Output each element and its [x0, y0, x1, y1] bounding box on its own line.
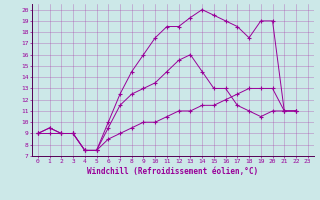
X-axis label: Windchill (Refroidissement éolien,°C): Windchill (Refroidissement éolien,°C) [87, 167, 258, 176]
